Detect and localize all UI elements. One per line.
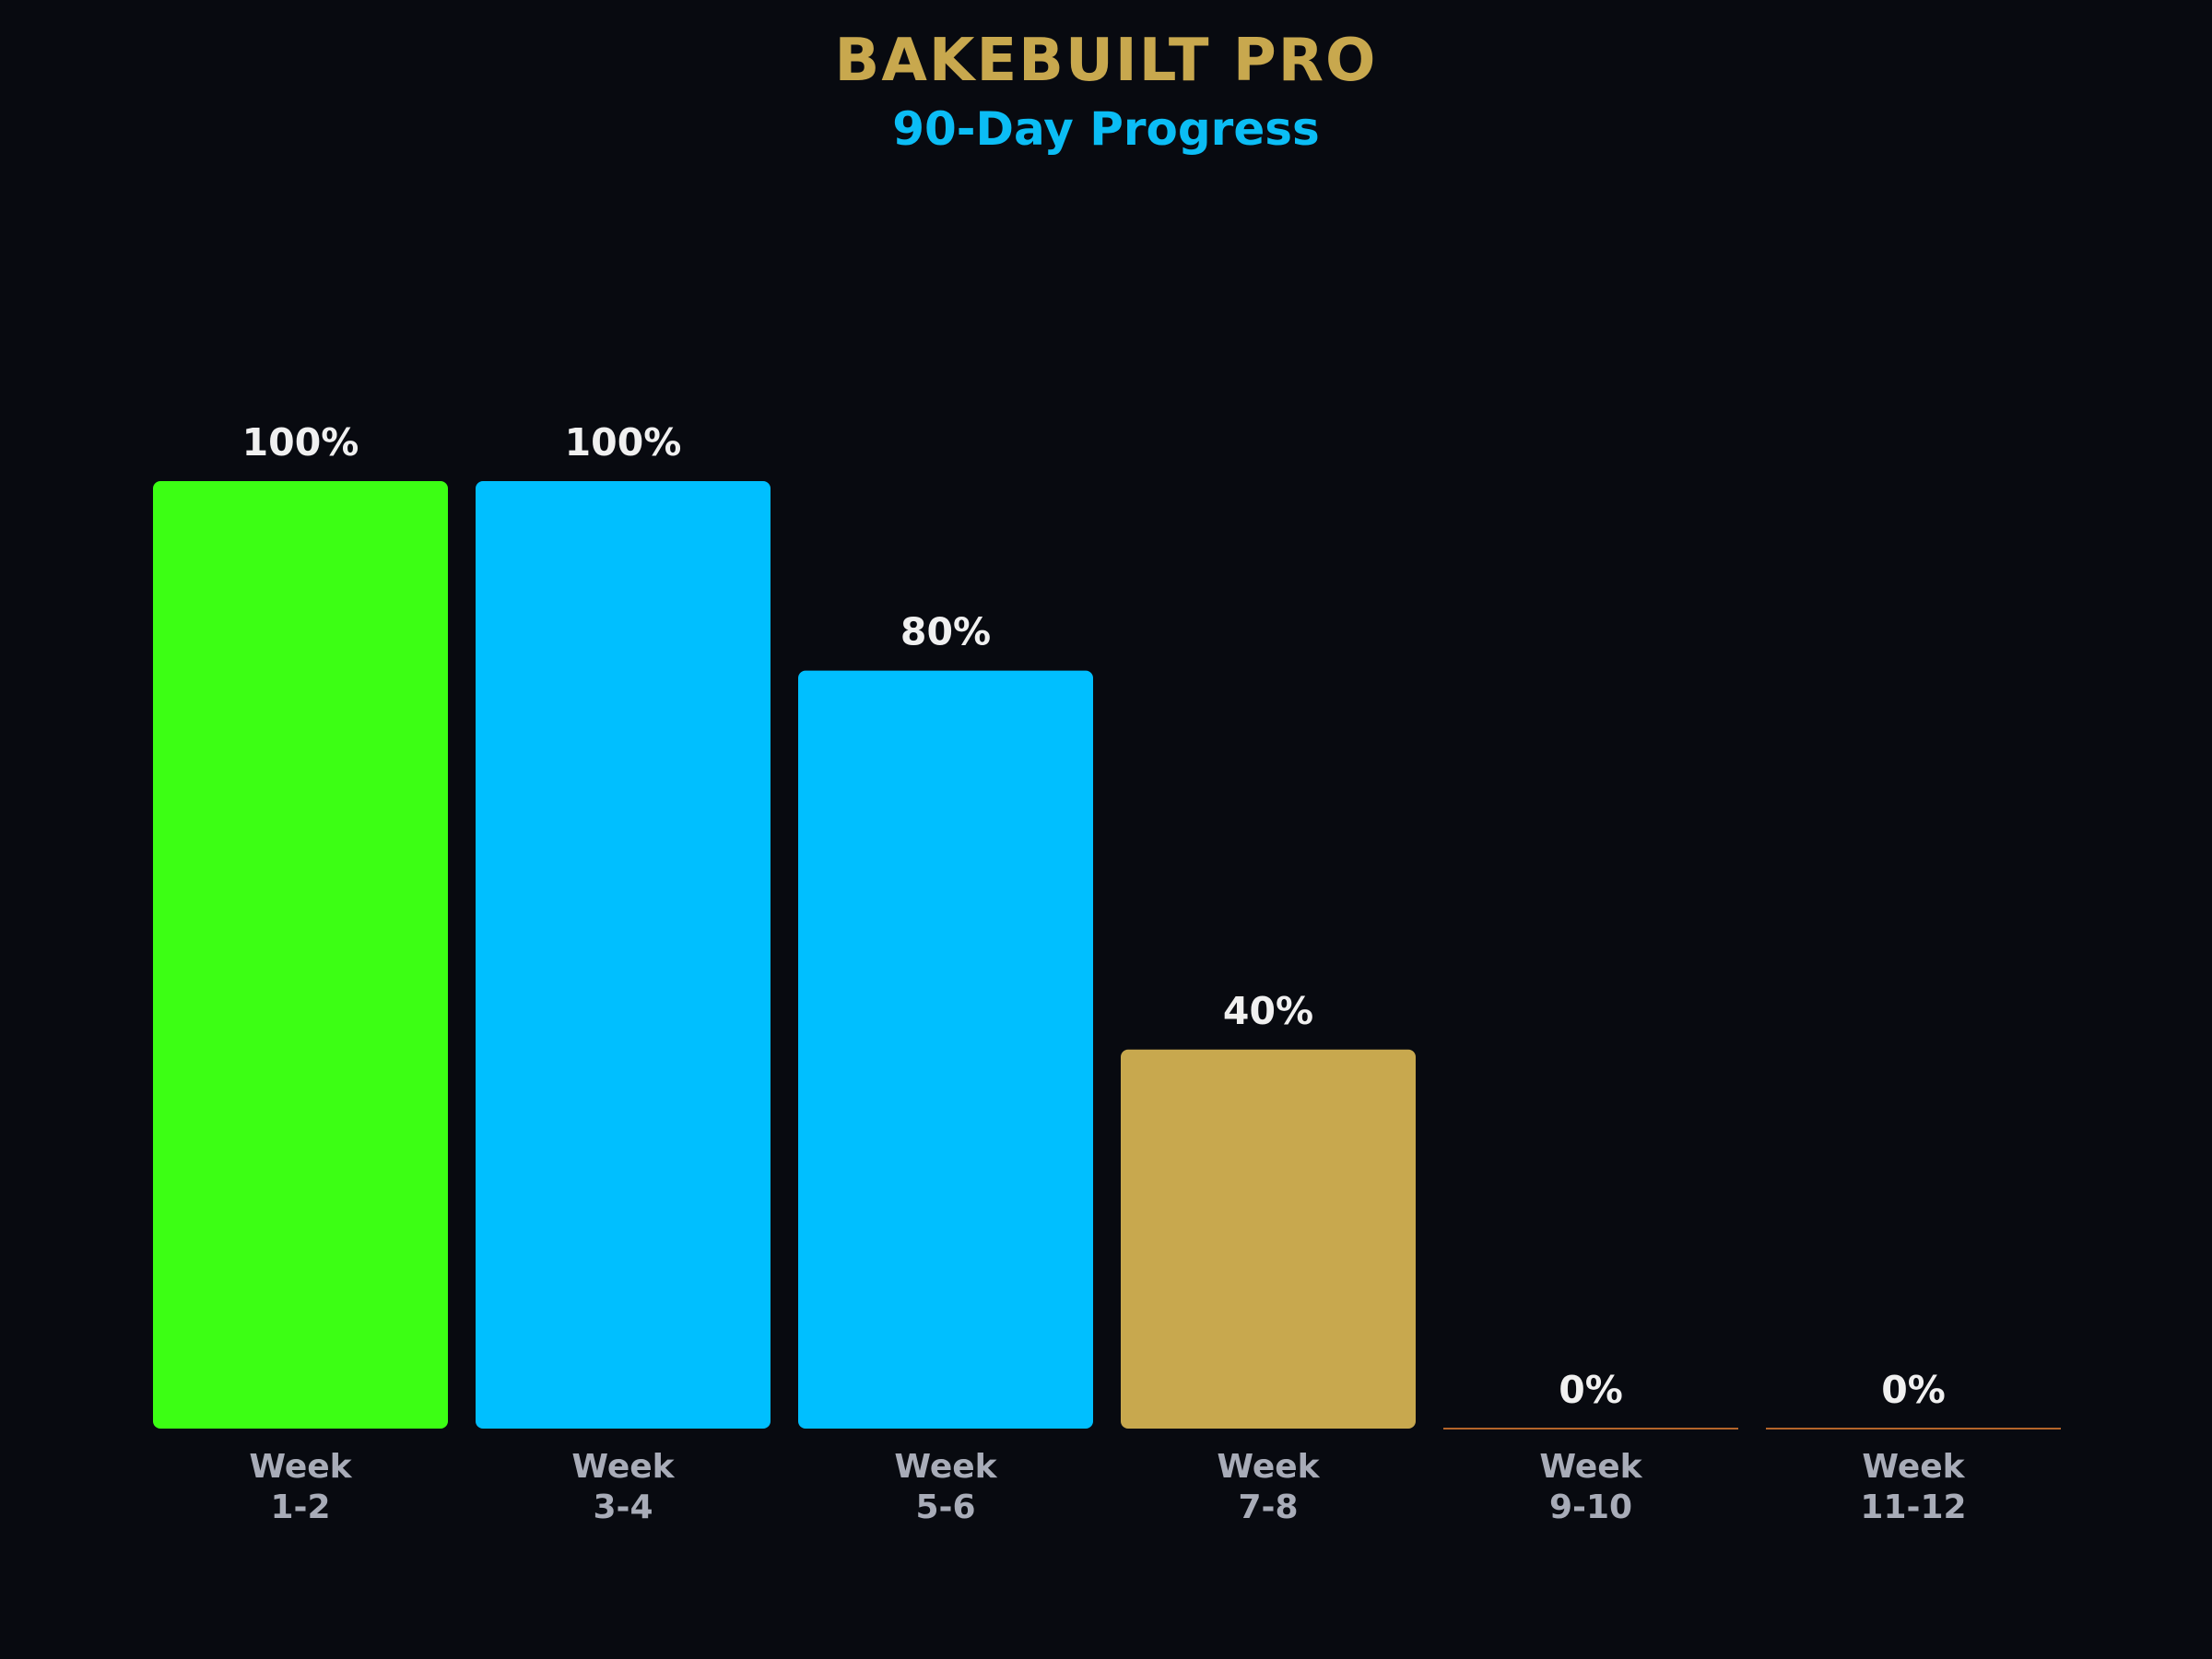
x-tick-label-line: 9-10 <box>1549 1488 1632 1526</box>
x-tick-label-line: Week <box>1539 1448 1642 1486</box>
x-tick-label-0: Week 1-2 <box>249 1448 352 1526</box>
x-tick-label-3: Week 7-8 <box>1217 1448 1320 1526</box>
x-tick-label-line: 1-2 <box>270 1488 330 1526</box>
chart-subtitle: 90-Day Progress <box>892 102 1320 156</box>
bar-3 <box>1121 1049 1416 1429</box>
value-label-0: 100% <box>242 420 359 465</box>
x-tick-label-line: 11-12 <box>1860 1488 1966 1526</box>
x-tick-label-line: 3-4 <box>593 1488 653 1526</box>
x-tick-label-line: Week <box>894 1448 997 1486</box>
x-tick-label-line: Week <box>571 1448 675 1486</box>
chart-title: BAKEBUILT PRO <box>834 27 1378 95</box>
bar-2 <box>798 670 1093 1429</box>
value-label-5: 0% <box>1881 1368 1946 1412</box>
x-tick-label-line: Week <box>1217 1448 1320 1486</box>
value-label-2: 80% <box>900 610 991 654</box>
x-tick-label-line: Week <box>1862 1448 1965 1486</box>
x-tick-label-line: Week <box>249 1448 352 1486</box>
value-labels-group: 100% 100% 80% 40% 0% 0% <box>242 420 1946 1412</box>
x-tick-label-5: Week 11-12 <box>1860 1448 1966 1526</box>
bar-1 <box>476 481 771 1429</box>
value-label-3: 40% <box>1223 989 1313 1033</box>
x-tick-label-line: 7-8 <box>1238 1488 1298 1526</box>
value-label-1: 100% <box>565 420 682 465</box>
x-tick-label-2: Week 5-6 <box>894 1448 997 1526</box>
value-label-4: 0% <box>1559 1368 1623 1412</box>
x-tick-label-4: Week 9-10 <box>1539 1448 1642 1526</box>
x-tick-label-1: Week 3-4 <box>571 1448 675 1526</box>
bar-0 <box>153 481 448 1429</box>
x-tick-label-line: 5-6 <box>915 1488 975 1526</box>
bars-group <box>153 481 2061 1430</box>
